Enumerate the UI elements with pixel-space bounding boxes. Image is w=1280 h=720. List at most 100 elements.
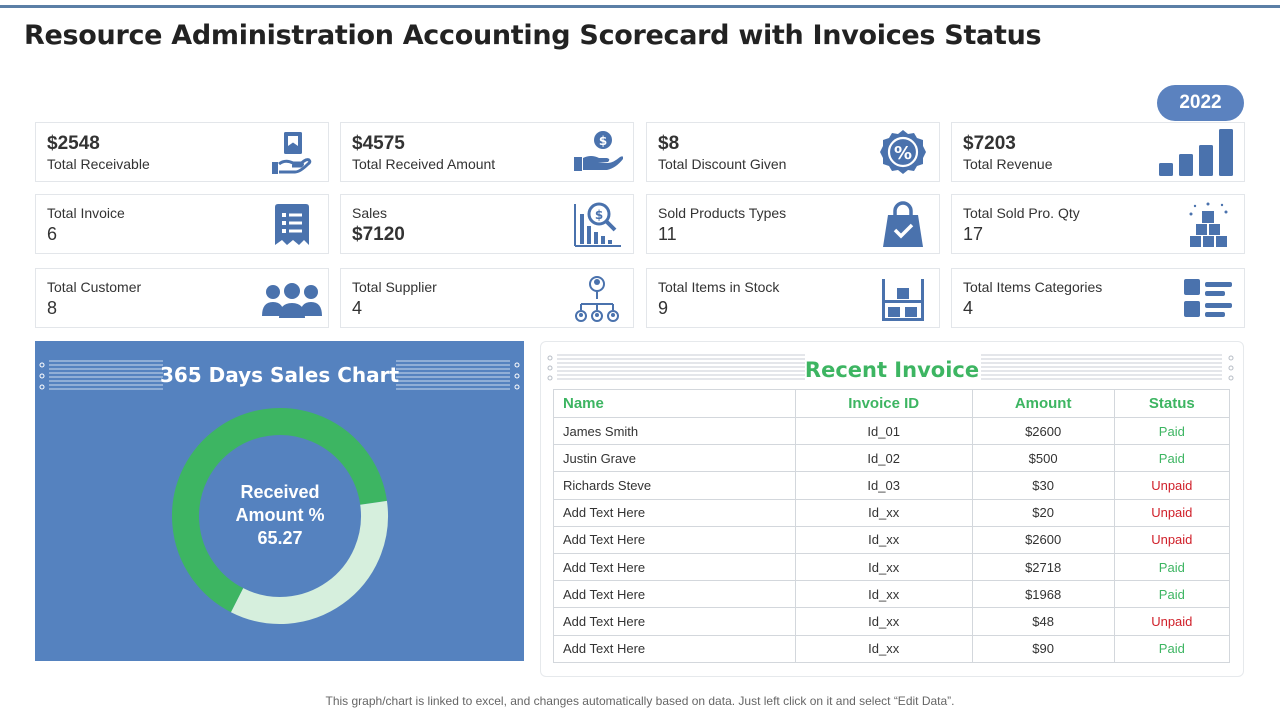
column-header-name[interactable]: Name [553,389,796,418]
card-value: $4575 [352,133,405,154]
card-label: Total Invoice [47,205,125,221]
cell-status: Paid [1113,634,1231,663]
cell-invoice-id: Id_xx [794,552,973,582]
card-value: 8 [47,298,58,318]
card-label: Total Discount Given [658,156,787,172]
cell-name: James Smith [553,416,796,446]
table-row[interactable]: Add Text Here Id_xx $48 Unpaid [553,607,1231,636]
cell-invoice-id: Id_xx [794,525,973,554]
cell-amount: $30 [971,471,1115,500]
table-row[interactable]: Add Text Here Id_xx $90 Paid [553,634,1231,663]
card-total-discount-given: $8 Total Discount Given % [646,122,940,182]
card-value: 9 [658,298,669,318]
card-value: 11 [658,224,677,244]
card-label: Total Items Categories [963,279,1103,295]
table-row[interactable]: Richards Steve Id_03 $30 Unpaid [553,471,1231,500]
bar-growth-icon [1156,128,1236,178]
table-row[interactable]: Add Text Here Id_xx $2600 Unpaid [553,525,1231,554]
cell-amount: $2600 [971,416,1115,446]
recent-invoice-panel: Recent Invoice Name Invoice ID Amount St… [540,341,1244,677]
cell-invoice-id: Id_xx [794,607,973,636]
svg-text:$: $ [595,208,603,222]
percent-badge-icon: % [877,128,929,178]
top-rule [0,5,1280,8]
invoice-table: Name Invoice ID Amount Status James Smit… [553,389,1231,663]
card-value: 6 [47,224,58,244]
box-stack-icon [1182,200,1234,250]
table-row[interactable]: Justin Grave Id_02 $500 Paid [553,444,1231,473]
receipt-icon [266,200,318,250]
cell-status: Unpaid [1113,471,1231,500]
shopping-bag-icon [877,200,929,250]
column-header-status[interactable]: Status [1113,389,1231,418]
cell-status: Unpaid [1113,607,1231,636]
cell-invoice-id: Id_02 [794,444,973,473]
cell-name: Add Text Here [553,634,796,663]
donut-label-line2: Amount % [235,505,325,525]
cell-invoice-id: Id_01 [794,416,973,446]
cell-amount: $90 [971,634,1115,663]
cell-name: Add Text Here [553,607,796,636]
decorative-lines-right [396,360,520,390]
column-header-amount[interactable]: Amount [971,389,1115,418]
cell-name: Add Text Here [553,498,796,527]
cell-amount: $2718 [971,552,1115,582]
card-value: 4 [352,298,363,318]
cell-amount: $500 [971,444,1115,473]
card-label: Total Supplier [352,279,437,295]
cell-invoice-id: Id_xx [794,580,973,609]
coin-hand-icon: $ [571,128,624,178]
card-label: Sales [352,205,388,221]
stock-shelf-icon [877,274,929,324]
card-label: Sold Products Types [658,205,787,221]
bookmark-hand-icon [266,128,318,178]
card-total-receivable: $2548 Total Receivable [35,122,329,182]
card-total-revenue: $7203 Total Revenue [951,122,1245,182]
cell-name: Add Text Here [553,525,796,554]
card-total-items-in-stock: Total Items in Stock 9 [646,268,940,328]
card-label: Total Customer [47,279,142,295]
table-row[interactable]: Add Text Here Id_xx $20 Unpaid [553,498,1231,527]
card-value: $2548 [47,133,100,154]
donut-chart[interactable] [169,405,391,627]
card-label: Total Receivable [47,156,150,172]
cell-name: Richards Steve [553,471,796,500]
cell-status: Paid [1113,416,1231,446]
cell-name: Justin Grave [553,444,796,473]
year-badge[interactable]: 2022 [1157,85,1244,121]
table-row[interactable]: James Smith Id_01 $2600 Paid [553,416,1231,446]
donut-slice-received[interactable] [172,408,387,613]
svg-text:$: $ [599,134,607,148]
sales-chart-title: 365 Days Sales Chart [159,363,400,387]
card-value: 4 [963,298,974,318]
table-row[interactable]: Add Text Here Id_xx $1968 Paid [553,580,1231,609]
cell-name: Add Text Here [553,580,796,609]
card-value: 17 [963,224,984,244]
card-total-customer: Total Customer 8 [35,268,329,328]
decorative-lines-left [39,360,163,390]
cell-status: Paid [1113,444,1231,473]
card-total-items-categories: Total Items Categories 4 [951,268,1245,328]
customers-icon [260,274,324,324]
cell-amount: $20 [971,498,1115,527]
column-header-invoice-id[interactable]: Invoice ID [794,389,973,418]
card-total-invoice: Total Invoice 6 [35,194,329,254]
card-total-received-amount: $4575 Total Received Amount $ [340,122,634,182]
card-value: $7120 [352,224,405,245]
decorative-lines-left [547,354,805,381]
invoice-title: Recent Invoice [804,358,980,382]
donut-label-line1: Received [240,482,320,502]
cell-amount: $48 [971,607,1115,636]
card-sold-products-types: Sold Products Types 11 [646,194,940,254]
card-label: Total Revenue [963,156,1053,172]
table-row[interactable]: Add Text Here Id_xx $2718 Paid [553,552,1231,582]
cell-status: Paid [1113,552,1231,582]
card-sales: Sales $7120 $ [340,194,634,254]
table-header-row: Name Invoice ID Amount Status [553,389,1231,418]
cell-amount: $2600 [971,525,1115,554]
cell-name: Add Text Here [553,552,796,582]
category-list-icon [1182,274,1234,324]
donut-center-label: Received Amount % 65.27 [169,481,391,550]
donut-slice-remaining[interactable] [230,500,388,624]
decorative-lines-right [981,354,1234,381]
